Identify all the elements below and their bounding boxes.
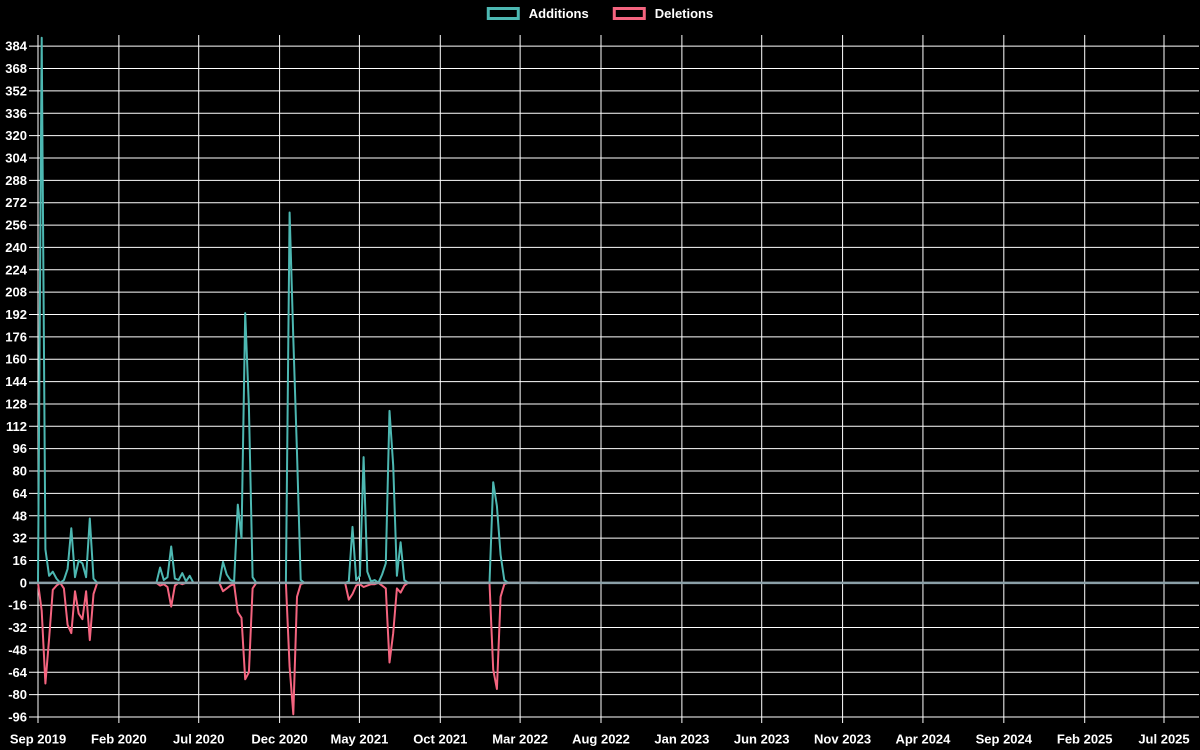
y-tick-label: 336: [5, 106, 27, 121]
y-tick-label: 272: [5, 195, 27, 210]
x-tick-label: Nov 2023: [814, 732, 871, 747]
additions-legend-label: Additions: [528, 6, 589, 21]
y-tick-label: 160: [5, 352, 27, 367]
x-tick-label: Sep 2019: [10, 732, 66, 747]
y-tick-label: 48: [13, 508, 27, 523]
y-tick-label: -80: [8, 687, 27, 702]
y-tick-label: 288: [5, 173, 27, 188]
additions-legend-swatch: [486, 7, 520, 20]
x-tick-label: Feb 2025: [1057, 732, 1113, 747]
y-tick-label: 304: [5, 150, 27, 165]
y-tick-label: 32: [13, 531, 27, 546]
x-tick-label: Jun 2023: [734, 732, 790, 747]
x-tick-label: Apr 2024: [895, 732, 951, 747]
y-tick-label: 112: [6, 419, 27, 434]
y-tick-label: -96: [8, 710, 27, 725]
x-tick-label: Jul 2025: [1138, 732, 1189, 747]
deletions-legend-label: Deletions: [654, 6, 714, 21]
y-tick-label: 80: [13, 464, 27, 479]
y-tick-label: 176: [5, 329, 27, 344]
x-tick-label: Jan 2023: [654, 732, 709, 747]
y-tick-label: 192: [5, 307, 27, 322]
y-tick-label: -64: [8, 665, 28, 680]
deletions-line: [37, 581, 538, 716]
y-tick-label: -48: [8, 642, 27, 657]
y-tick-label: 384: [5, 39, 27, 54]
y-tick-label: 224: [5, 262, 27, 277]
x-tick-label: Mar 2022: [492, 732, 548, 747]
y-tick-label: 320: [5, 128, 27, 143]
y-tick-label: -16: [8, 598, 27, 613]
y-tick-label: 208: [5, 285, 27, 300]
y-tick-label: 256: [5, 218, 27, 233]
y-tick-label: 128: [5, 396, 27, 411]
x-tick-label: May 2021: [330, 732, 388, 747]
y-tick-label: 240: [5, 240, 27, 255]
x-tick-label: Dec 2020: [251, 732, 307, 747]
legend-item-deletions[interactable]: Deletions: [612, 6, 714, 21]
x-tick-label: Oct 2021: [413, 732, 467, 747]
legend-item-additions[interactable]: Additions: [486, 6, 589, 21]
x-tick-label: Aug 2022: [572, 732, 630, 747]
y-tick-label: 64: [13, 486, 28, 501]
x-tick-label: Sep 2024: [976, 732, 1033, 747]
y-tick-label: 144: [5, 374, 27, 389]
deletions-legend-swatch: [612, 7, 646, 20]
y-tick-label: 0: [20, 575, 27, 590]
y-tick-label: 368: [5, 61, 27, 76]
x-tick-label: Jul 2020: [173, 732, 224, 747]
y-tick-label: 96: [13, 441, 27, 456]
y-tick-label: -32: [8, 620, 27, 635]
chart-legend: Additions Deletions: [486, 6, 714, 21]
y-tick-label: 352: [5, 83, 27, 98]
y-tick-label: 16: [13, 553, 27, 568]
additions-line: [37, 36, 538, 584]
x-tick-label: Feb 2020: [91, 732, 147, 747]
